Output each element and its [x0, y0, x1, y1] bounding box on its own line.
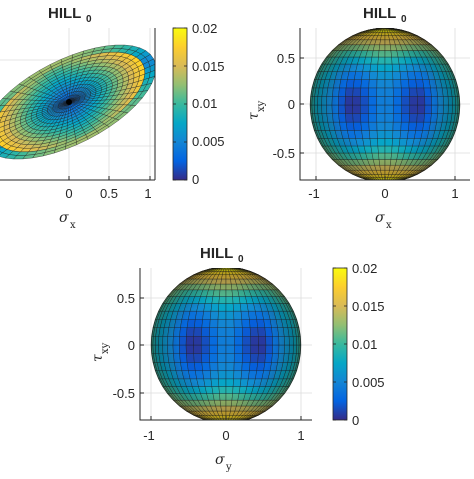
surface-patch [210, 421, 218, 422]
panel-1-xtick-label: 0.5 [100, 186, 118, 201]
panel-1-colorbar-label: 0.01 [192, 96, 217, 111]
panel-3-title: HILL [200, 245, 233, 262]
surface-patch [233, 421, 241, 422]
panel-3-xtick-label: 1 [297, 428, 304, 443]
panel-3-colorbar: 0.02 0.015 0.01 0.005 0 [333, 261, 385, 428]
panel-3-colorbar-label: 0.02 [352, 261, 377, 276]
panel-1-xtick-label: 1 [144, 186, 151, 201]
surface-patch [217, 421, 222, 422]
panel-3-xtick-label: 0 [222, 428, 229, 443]
panel-3-surface [151, 267, 301, 423]
surface-patch [209, 421, 217, 422]
surface-patch [233, 421, 241, 422]
surface-patch [232, 421, 239, 422]
surface-patch [226, 421, 228, 422]
panel-3-ytick-label: 0 [128, 338, 135, 353]
panel-2-ylabel: τ [246, 112, 262, 120]
surface-patch [234, 421, 242, 422]
panel-2-ylabel-subscript: xy [256, 100, 267, 112]
panel-3-xlabel: σ [215, 452, 225, 468]
surface-patch [222, 421, 225, 422]
surface-patch [216, 421, 222, 422]
panel-2-title: HILL [363, 5, 396, 22]
surface-patch [234, 421, 242, 422]
surface-shading [151, 267, 301, 423]
surface-patch [210, 421, 218, 422]
surface-patch [234, 421, 242, 422]
surface-patch [230, 421, 236, 422]
panel-2-xtick-label: 1 [451, 186, 458, 201]
panel-2-ytick-label: 0 [288, 97, 295, 112]
panel-1-title: HILL [48, 5, 81, 22]
panel-3-xlabel-subscript: y [225, 462, 232, 473]
panel-3-ylabel: τ [90, 354, 106, 362]
panel-3-colorbar-label: 0.01 [352, 337, 377, 352]
panel-1-xlabel-subscript: x [70, 220, 76, 231]
panel-3-colorbar-label: 0 [352, 413, 359, 428]
surface-center-point [66, 99, 72, 105]
panel-3-colorbar-label: 0.015 [352, 299, 385, 314]
panel-1-xtick-label: 0 [65, 186, 72, 201]
panel-3: HILL 0 -1 0 1 0.5 0 -0. [90, 245, 385, 473]
panel-2-ylabel-group: τ xy [246, 100, 267, 120]
panel-1: HILL 0 0 0.5 1 σ x [0, 5, 225, 231]
panel-1-colorbar: 0.02 0.015 0.01 0.005 0 [173, 21, 225, 187]
surface-patch [228, 421, 232, 422]
panel-3-colorbar-label: 0.005 [352, 375, 385, 390]
panel-3-xtick-label: -1 [143, 428, 155, 443]
panel-1-colorbar-label: 0.015 [192, 59, 225, 74]
surface-patch [219, 421, 223, 422]
surface-patch [231, 421, 238, 422]
panel-3-ylabel-subscript: xy [100, 342, 111, 354]
surface-patch [209, 421, 217, 422]
panel-1-surface [0, 45, 156, 159]
surface-patch [230, 421, 235, 422]
surface-patch [227, 421, 230, 422]
surface-patch [224, 421, 226, 422]
surface-patch [229, 421, 233, 422]
panel-3-ytick-label: 0.5 [117, 291, 135, 306]
panel-1-colorbar-label: 0 [192, 172, 199, 187]
surface-patch [214, 421, 221, 422]
surface-patch [234, 421, 242, 422]
panel-2-xtick-label: -1 [308, 186, 320, 201]
panel-2-ytick-label: 0.5 [277, 51, 295, 66]
panel-3-ytick-label: -0.5 [113, 386, 135, 401]
panel-2-ytick-label: -0.5 [273, 146, 295, 161]
surface-patch [211, 421, 219, 422]
panel-3-title-subscript: 0 [238, 254, 244, 265]
panel-2-xlabel-subscript: x [386, 220, 392, 231]
panel-2-title-subscript: 0 [401, 14, 407, 25]
surface-shading [310, 28, 460, 182]
panel-2-xlabel: σ [375, 210, 385, 226]
panel-2: HILL 0 -1 0 1 0.5 0 -0. [246, 5, 470, 231]
panel-3-ylabel-group: τ xy [90, 342, 111, 362]
surface-patch [212, 421, 220, 422]
surface-patch [220, 421, 224, 422]
panel-1-xlabel: σ [59, 210, 69, 226]
panel-2-surface [310, 28, 460, 182]
panel-1-colorbar-label: 0.02 [192, 21, 217, 36]
panel-1-colorbar-label: 0.005 [192, 134, 225, 149]
panel-2-xtick-label: 0 [381, 186, 388, 201]
surface-patch [213, 421, 220, 422]
panel-1-title-subscript: 0 [86, 14, 92, 25]
